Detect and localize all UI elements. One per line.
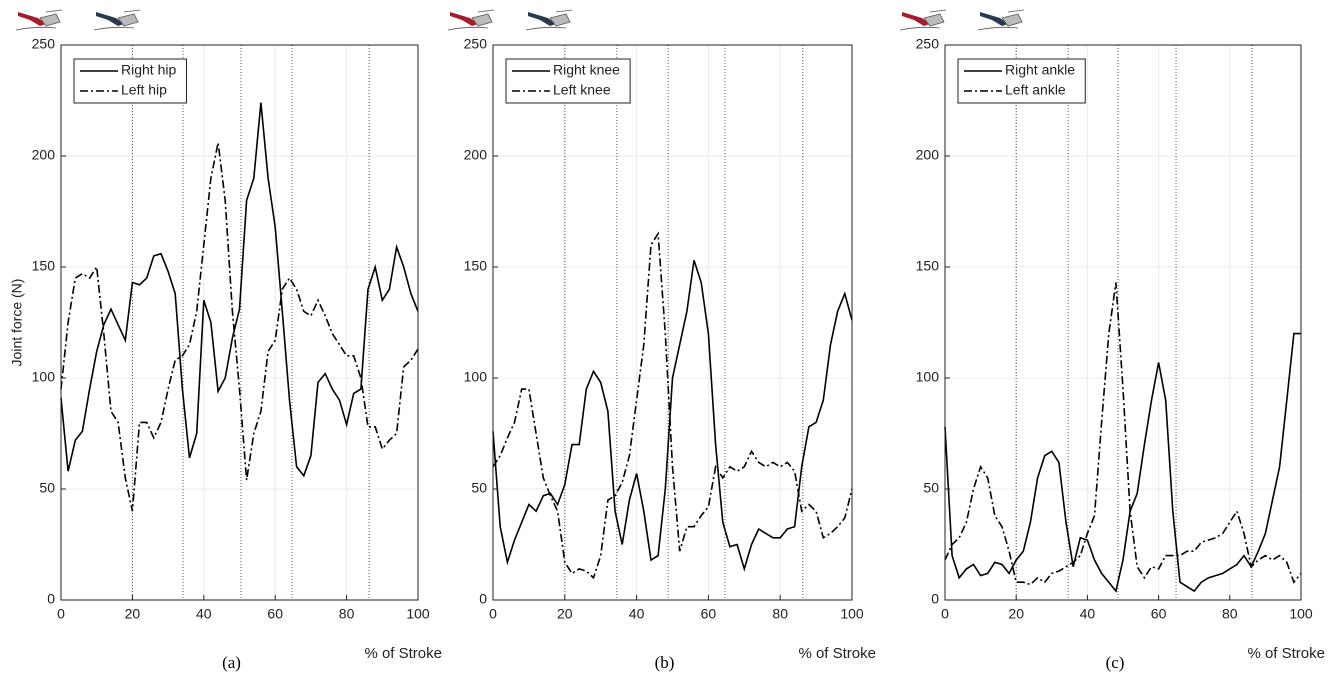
y-tick-label: 0 (931, 591, 939, 607)
y-tick-label: 200 (916, 147, 940, 163)
legend-label: Left knee (553, 82, 611, 98)
panel-label: (a) (222, 653, 241, 672)
plot-frame (944, 44, 1302, 601)
y-axis-label: Joint force (N) (9, 279, 25, 367)
x-tick-label: 0 (489, 606, 497, 622)
legend-label: Left hip (121, 82, 167, 98)
icon-body (117, 13, 139, 27)
icon-outline (15, 9, 63, 31)
x-tick-label: 20 (125, 606, 141, 622)
series-line (944, 332, 1301, 593)
x-axis-label: % of Stroke (364, 645, 442, 662)
x-axis-label: % of Stroke (798, 645, 876, 662)
y-tick-label: 100 (32, 369, 56, 385)
legend-label: Right knee (553, 62, 620, 78)
plot-frame (492, 44, 853, 601)
icon-body (549, 13, 571, 27)
y-tick-label: 250 (464, 36, 488, 52)
x-tick-label: 40 (629, 606, 645, 622)
icon-outline (93, 9, 141, 31)
icon-leg (450, 12, 478, 26)
legend: Right knee Left knee (505, 58, 631, 104)
series-line (944, 282, 1302, 586)
icon-body (923, 13, 945, 27)
x-tick-label: 20 (1008, 606, 1024, 622)
panel-label: (c) (1106, 653, 1125, 672)
x-tick-label: 40 (196, 606, 212, 622)
icon-leg (18, 12, 46, 26)
y-tick-label: 250 (32, 36, 56, 52)
swimmer-icon (899, 9, 947, 31)
x-tick-label: 40 (1080, 606, 1096, 622)
y-tick-label: 50 (39, 480, 55, 496)
icon-outline (899, 9, 947, 31)
icon-leg (980, 12, 1008, 26)
x-tick-label: 20 (557, 606, 573, 622)
icon-leg (902, 12, 930, 26)
icon-leg (528, 12, 556, 26)
icon-body (471, 13, 493, 27)
icon-outline (447, 9, 495, 31)
y-tick-label: 200 (464, 147, 488, 163)
x-tick-label: 100 (406, 606, 430, 622)
x-tick-label: 60 (267, 606, 283, 622)
plot-frame (60, 44, 419, 601)
x-axis-label: % of Stroke (1247, 645, 1325, 662)
x-tick-label: 0 (941, 606, 949, 622)
series-line (492, 260, 853, 572)
legend: Right hip Left hip (73, 58, 187, 104)
x-tick-label: 80 (1222, 606, 1238, 622)
y-tick-label: 100 (464, 369, 488, 385)
series-line (492, 231, 853, 580)
x-tick-label: 0 (57, 606, 65, 622)
legend-box (505, 58, 631, 104)
legend-box (957, 58, 1086, 104)
y-tick-label: 0 (479, 591, 487, 607)
swimmer-icon (447, 9, 495, 31)
icon-body (1001, 13, 1023, 27)
y-tick-label: 150 (32, 258, 56, 274)
legend-label: Right ankle (1005, 62, 1075, 78)
swimmer-icon (525, 9, 573, 31)
series-line (60, 142, 419, 512)
swimmer-icon (93, 9, 141, 31)
y-tick-label: 100 (916, 369, 940, 385)
x-tick-label: 80 (772, 606, 788, 622)
swimmer-icon (15, 9, 63, 31)
y-tick-label: 50 (923, 480, 939, 496)
legend-label: Left ankle (1005, 82, 1066, 98)
legend-box (73, 58, 187, 104)
y-tick-label: 50 (471, 480, 487, 496)
y-tick-label: 250 (916, 36, 940, 52)
icon-body (39, 13, 61, 27)
legend-label: Right hip (121, 62, 176, 78)
x-tick-label: 100 (840, 606, 864, 622)
y-tick-label: 150 (464, 258, 488, 274)
y-tick-label: 200 (32, 147, 56, 163)
x-tick-label: 60 (701, 606, 717, 622)
y-tick-label: 150 (916, 258, 940, 274)
x-tick-label: 60 (1151, 606, 1167, 622)
x-tick-label: 80 (339, 606, 355, 622)
icon-outline (977, 9, 1025, 31)
series-line (60, 102, 419, 478)
legend: Right ankle Left ankle (957, 58, 1086, 104)
icon-leg (96, 12, 124, 26)
y-tick-label: 0 (47, 591, 55, 607)
panel-label: (b) (655, 653, 675, 672)
swimmer-icon (977, 9, 1025, 31)
x-tick-label: 100 (1289, 606, 1313, 622)
icon-outline (525, 9, 573, 31)
